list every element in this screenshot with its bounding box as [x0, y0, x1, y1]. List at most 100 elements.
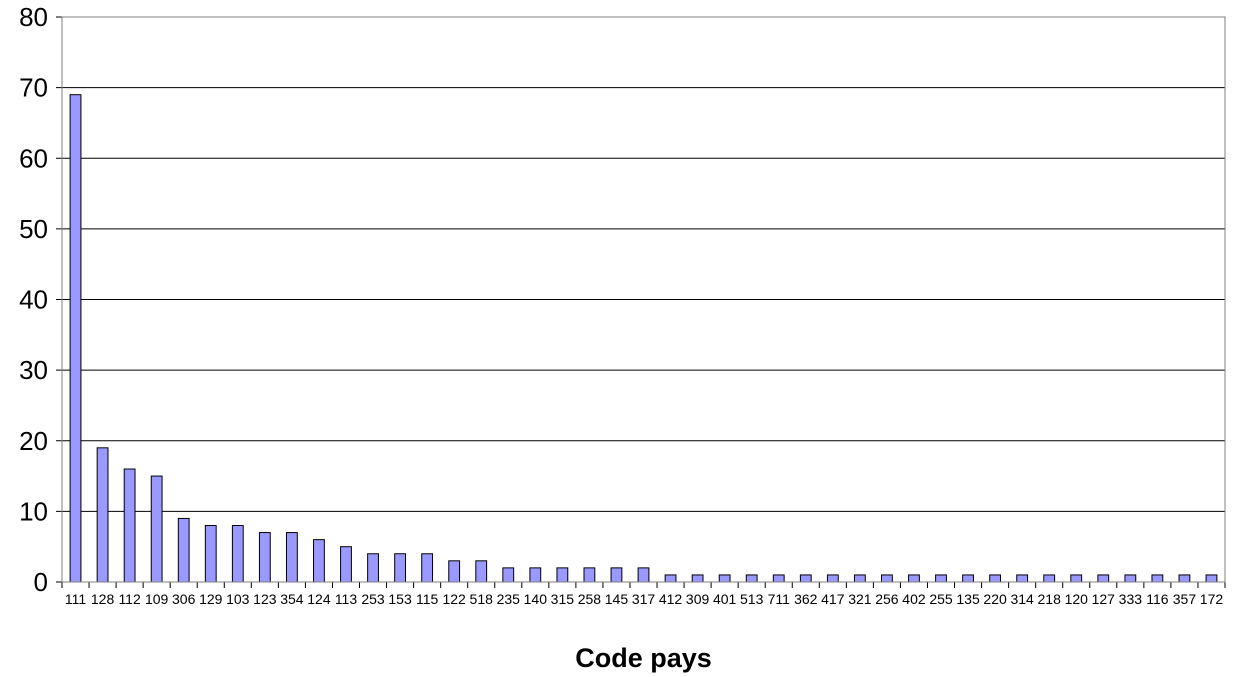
bar — [1070, 574, 1083, 583]
bar — [799, 574, 812, 583]
x-axis-label: Code pays — [575, 643, 712, 673]
y-tick-label: 40 — [19, 285, 48, 315]
bar — [421, 553, 434, 583]
gridlines — [62, 87, 1225, 512]
x-tick-label: 153 — [388, 591, 412, 607]
bar — [772, 574, 785, 583]
bar — [718, 574, 731, 583]
x-tick-label: 333 — [1119, 591, 1143, 607]
x-tick-label: 220 — [983, 591, 1007, 607]
x-tick-label: 127 — [1092, 591, 1116, 607]
x-tick-label: 317 — [632, 591, 656, 607]
bar — [340, 546, 352, 583]
x-tick-label: 103 — [226, 591, 250, 607]
bar — [313, 539, 325, 583]
x-tick-label: 513 — [740, 591, 764, 607]
x-tick-label: 315 — [551, 591, 575, 607]
x-tick-label: 111 — [65, 591, 86, 607]
bar — [231, 525, 244, 583]
x-tick-label: 135 — [956, 591, 980, 607]
x-tick-label: 235 — [497, 591, 521, 607]
y-tick-label: 10 — [19, 496, 48, 526]
bar — [1043, 574, 1056, 583]
x-tick-label: 172 — [1200, 591, 1224, 607]
y-tick-label: 0 — [34, 567, 48, 597]
bar — [1205, 574, 1218, 583]
x-tick-label: 129 — [199, 591, 223, 607]
bar — [502, 567, 515, 583]
bar — [204, 525, 217, 583]
bar — [475, 560, 488, 583]
x-tick-label: 218 — [1038, 591, 1062, 607]
x-tick-label: 362 — [794, 591, 818, 607]
x-tick-label: 321 — [848, 591, 872, 607]
bar — [908, 574, 920, 583]
x-tick-label: 253 — [361, 591, 385, 607]
bar — [123, 468, 136, 583]
bar — [962, 574, 974, 583]
x-tick-label: 145 — [605, 591, 629, 607]
bar — [556, 567, 569, 583]
x-axis-ticks: 111 128 112 109 306 129 103 123 354 124 113 253 153 1… — [61, 581, 1226, 607]
x-tick-label: 124 — [307, 591, 331, 607]
bar — [583, 567, 596, 583]
bar — [1016, 574, 1029, 583]
bar — [1151, 574, 1164, 583]
x-tick-label: 417 — [821, 591, 845, 607]
bar — [1097, 574, 1110, 583]
x-tick-label: 128 — [91, 591, 115, 607]
bar — [177, 517, 190, 583]
bar — [258, 532, 271, 583]
y-tick-label: 20 — [19, 426, 48, 456]
x-tick-label: 401 — [713, 591, 737, 607]
bar — [529, 567, 542, 583]
bars — [69, 94, 1218, 583]
bar — [1178, 574, 1191, 583]
x-tick-label: 123 — [253, 591, 277, 607]
bar — [285, 532, 298, 583]
y-axis-ticks: 0 10 20 30 40 50 60 70 80 — [19, 2, 63, 597]
y-tick-label: 50 — [19, 214, 48, 244]
x-tick-label: 140 — [524, 591, 548, 607]
x-tick-label: 711 — [768, 591, 791, 607]
x-tick-label: 314 — [1010, 591, 1034, 607]
bar — [69, 94, 82, 583]
y-tick-label: 80 — [19, 2, 48, 32]
bar — [691, 574, 704, 583]
y-tick-label: 30 — [19, 355, 48, 385]
bar — [853, 574, 866, 583]
bar — [367, 553, 379, 583]
x-tick-label: 357 — [1173, 591, 1197, 607]
x-tick-label: 120 — [1065, 591, 1089, 607]
x-tick-label: 412 — [659, 591, 683, 607]
x-tick-label: 115 — [416, 591, 439, 607]
x-tick-label: 354 — [280, 591, 304, 607]
x-tick-label: 116 — [1146, 591, 1169, 607]
x-tick-label: 256 — [875, 591, 899, 607]
plot-area-frame — [61, 16, 1226, 583]
x-tick-label: 255 — [929, 591, 953, 607]
x-tick-label: 309 — [686, 591, 710, 607]
bar — [935, 574, 947, 583]
y-tick-label: 60 — [19, 143, 48, 173]
bar — [826, 574, 839, 583]
x-tick-label: 258 — [578, 591, 602, 607]
x-tick-label: 113 — [335, 591, 358, 607]
bar — [610, 567, 623, 583]
bar — [745, 574, 758, 583]
bar — [881, 574, 893, 583]
bar — [989, 574, 1002, 583]
bar — [96, 447, 109, 583]
bar — [664, 574, 677, 583]
x-tick-label: 112 — [118, 591, 141, 607]
bar — [637, 567, 650, 583]
x-tick-label: 122 — [442, 591, 466, 607]
bar — [448, 560, 461, 583]
bar — [394, 553, 406, 583]
x-tick-label: 109 — [145, 591, 169, 607]
bar — [150, 475, 163, 583]
x-tick-label: 402 — [902, 591, 926, 607]
x-tick-label: 518 — [470, 591, 494, 607]
x-tick-label: 306 — [172, 591, 196, 607]
